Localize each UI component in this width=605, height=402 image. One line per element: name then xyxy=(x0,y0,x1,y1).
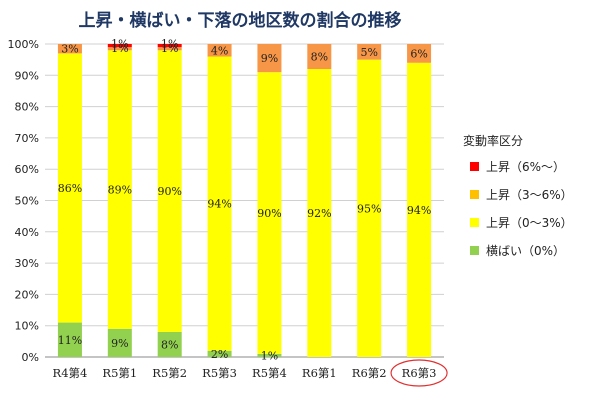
y-tick-label: 90% xyxy=(15,69,39,82)
bar-segment xyxy=(307,69,332,357)
segment-labels: 11%86%3%9%89%1%1%8%90%1%1%2%94%4%1%90%9%… xyxy=(58,37,432,362)
y-tick-label: 10% xyxy=(15,320,39,333)
bar-segment xyxy=(57,322,82,357)
bar-segment xyxy=(107,328,132,357)
segment-label: 92% xyxy=(307,207,331,220)
legend-swatch xyxy=(470,162,479,171)
segment-label: 90% xyxy=(257,207,281,220)
legend-entry: 上昇（3～6%） xyxy=(486,188,573,202)
y-gridlines xyxy=(45,43,444,358)
y-tick-label: 40% xyxy=(15,226,39,239)
bar-segment xyxy=(257,353,282,357)
segment-label: 94% xyxy=(407,204,431,217)
legend-swatch xyxy=(470,218,479,227)
bar-segment xyxy=(357,44,382,60)
y-tick-label: 30% xyxy=(15,257,39,270)
segment-label: 89% xyxy=(108,184,132,197)
y-tick-label: 60% xyxy=(15,163,39,176)
segment-label: 90% xyxy=(157,185,181,198)
x-axis-categories: R4第4 R5第1 R5第2 R5第3 R5第4 R6第1 R6第2 R6第3 xyxy=(53,359,448,387)
segment-label: 8% xyxy=(161,338,178,351)
segment-label: 86% xyxy=(58,182,82,195)
segment-label: 95% xyxy=(357,202,381,215)
x-category-label: R6第2 xyxy=(352,366,387,380)
segment-label: 1% xyxy=(161,37,178,50)
bar-segment xyxy=(257,72,282,354)
x-category-label: R5第3 xyxy=(202,366,237,380)
bar-segment xyxy=(257,44,282,73)
segment-label: 1% xyxy=(111,37,128,50)
legend-entry: 上昇（0～3%） xyxy=(486,216,573,230)
x-category-label: R5第2 xyxy=(152,366,187,380)
segment-label: 1% xyxy=(261,349,278,362)
y-tick-label: 100% xyxy=(8,38,39,51)
bar-segment xyxy=(157,331,182,357)
y-tick-label: 80% xyxy=(15,101,39,114)
segment-label: 9% xyxy=(111,337,128,350)
bar-segment xyxy=(107,44,132,48)
segment-label: 1% xyxy=(111,42,128,55)
legend-entry: 上昇（6%～） xyxy=(486,160,565,174)
bar-segment xyxy=(157,47,182,51)
bar-segments xyxy=(57,44,432,358)
bar-segment xyxy=(157,44,182,48)
bar-segment xyxy=(307,44,332,70)
segment-label: 6% xyxy=(410,47,427,60)
legend-swatch xyxy=(470,190,479,199)
segment-label: 11% xyxy=(58,334,82,347)
y-tick-label: 0% xyxy=(22,351,39,364)
y-tick-label: 70% xyxy=(15,132,39,145)
bar-segment xyxy=(107,47,132,51)
bar-segment xyxy=(207,44,232,57)
highlight-circle xyxy=(390,359,448,387)
segment-label: 3% xyxy=(61,43,78,56)
y-tick-label: 20% xyxy=(15,288,39,301)
x-category-label: R6第1 xyxy=(302,366,337,380)
bar-segment xyxy=(57,53,82,323)
bar-segment xyxy=(207,56,232,351)
x-category-label: R6第3 xyxy=(402,366,437,380)
y-tick-label: 50% xyxy=(15,195,39,208)
segment-label: 2% xyxy=(211,348,228,361)
chart-title: 上昇・横ばい・下落の地区数の割合の推移 xyxy=(78,11,402,31)
x-category-label: R5第4 xyxy=(252,366,287,380)
y-axis-ticks: 0% 10% 20% 30% 40% 50% 60% 70% 80% 90% 100% xyxy=(8,38,39,364)
bar-segment xyxy=(57,44,82,54)
segment-label: 4% xyxy=(211,44,228,57)
bar-segment xyxy=(407,62,432,357)
segment-label: 94% xyxy=(207,198,231,211)
bar-segment xyxy=(107,50,132,329)
segment-label: 5% xyxy=(360,46,377,59)
bar-segment xyxy=(407,44,432,63)
x-category-label: R5第1 xyxy=(102,366,137,380)
segment-label: 1% xyxy=(161,42,178,55)
bar-segment xyxy=(207,350,232,357)
bar-segment xyxy=(357,59,382,358)
bar-segment xyxy=(157,50,182,332)
segment-label: 8% xyxy=(311,51,328,64)
legend-title: 変動率区分 xyxy=(463,133,523,148)
x-category-label: R4第4 xyxy=(53,366,88,380)
legend-entry: 横ばい（0%） xyxy=(486,244,565,258)
segment-label: 9% xyxy=(261,52,278,65)
legend-swatch xyxy=(470,246,479,255)
